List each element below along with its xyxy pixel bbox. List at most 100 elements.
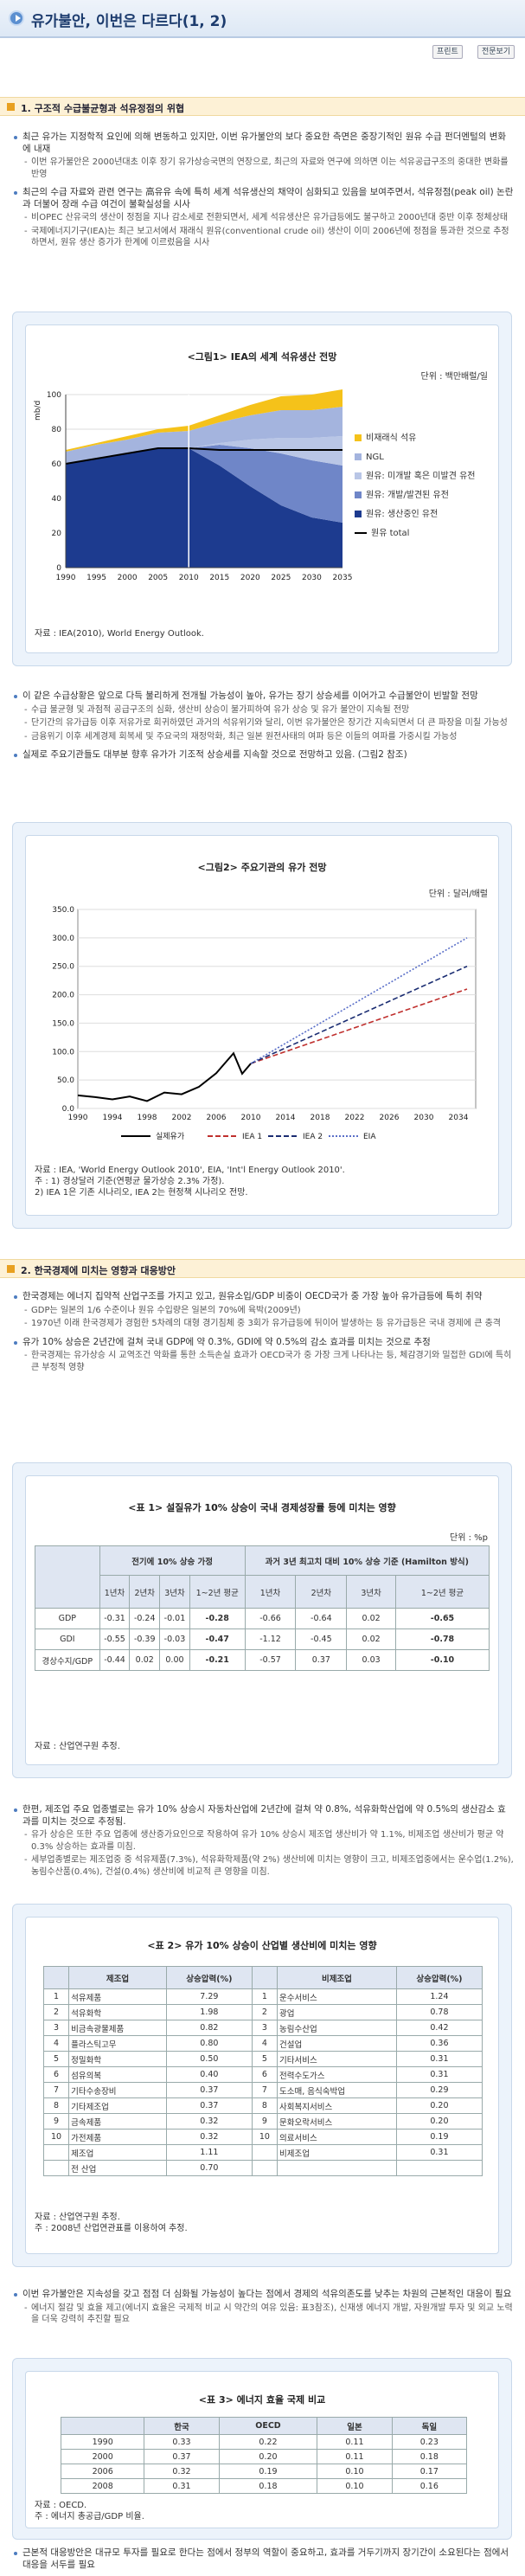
table-cell: -0.31 [99,1608,131,1629]
bullet-paragraph: 유가 10% 상승은 2년간에 걸쳐 국내 GDP에 약 0.3%, GDI에 … [12,1337,514,1349]
table-cell: -0.10 [394,1649,490,1671]
table-cell: 3 [42,2020,70,2036]
table-cell: -1.12 [244,1628,297,1650]
figure-note: 자료 : IEA, 'World Energy Outlook 2010', E… [35,1166,345,1175]
legend-item: 원유: 생산중인 유전 [355,505,493,524]
y-tick-label: 100 [47,391,61,400]
table-cell: -0.39 [129,1628,161,1650]
table-note: 주 : 2008년 산업연관표를 이용하여 추정. [35,2224,188,2233]
x-tick-label: 2025 [271,574,291,582]
section2-text: 한국경제는 에너지 집약적 산업구조를 가지고 있고, 원유소입/GDP 비중이… [12,1291,514,1375]
table-header-cell: 상승압력(%) [395,1966,483,1989]
section2-text-3: 이번 유가불안은 지속성을 갖고 점점 더 심화될 가능성이 높다는 점에서 경… [12,2289,514,2328]
x-tick-label: 1998 [138,1114,157,1122]
figure2-chart: 0.0 50.0 100.0 150.0 200.0 250.0 300.0 350.0 199… [52,906,477,1141]
y-tick-label: 60 [52,460,62,469]
table-cell: 0.11 [317,2449,393,2464]
table-cell: 2 [251,2004,279,2020]
table-cell: 0.40 [165,2066,253,2083]
table1-box: <표 1> 설질유가 10% 상승이 국내 경제성장률 등에 미치는 영향 단위… [12,1462,512,1778]
table-header-cell: 한국 [144,2417,220,2435]
y-tick-label: 50.0 [57,1076,74,1085]
figure1-title: <그림1> IEA의 세계 석유생산 전망 [187,351,337,363]
table-cell: 1.11 [165,2144,253,2161]
figure-note: 주 : 1) 경상달러 기준(연평균 물가상승 2.3% 가정). [35,1177,225,1186]
sub-paragraph: 비OPEC 산유국의 생산이 정점을 지나 감소세로 전환되면서, 세계 석유생… [12,212,514,224]
sub-paragraph: 국제에너지기구(IEA)는 최근 보고서에서 재래식 원유(convention… [12,226,514,249]
table-cell: 2008 [60,2478,145,2494]
x-tick-label: 2010 [179,574,199,582]
x-tick-label: 2014 [276,1114,296,1122]
table-cell: 0.16 [391,2478,468,2494]
legend-swatch [355,472,362,479]
bullet-paragraph: 최근 유가는 지정학적 요인에 의해 변동하고 있지만, 이번 유가불안의 보다… [12,132,514,155]
figure2-title: <그림2> 주요기관의 유가 전망 [197,862,327,873]
legend-item: NGL [355,448,493,467]
legend-label: 비재래식 석유 [366,434,417,443]
table-cell: 전력수도가스 [277,2066,397,2083]
legend-label: 원유: 생산중인 유전 [366,510,439,519]
table-cell: 8 [251,2097,279,2114]
y-tick-label: 200.0 [52,992,74,1000]
bullet-paragraph: 근본적 대응방안은 대규모 투자를 필요로 한다는 점에서 정부의 역할이 중요… [12,2547,514,2571]
table-row: 경상수지/GDP -0.44 0.02 0.00 -0.21 -0.57 0.37 0.03-… [35,1649,490,1671]
section-title: 2. 한국경제에 미치는 영향과 대응방안 [21,1265,176,1276]
table-cell: 0.80 [165,2035,253,2052]
x-tick-label: 1990 [68,1114,88,1122]
table-cell: 1.24 [395,1988,483,2005]
row-label: GDI [35,1628,100,1650]
table-cell: -0.65 [394,1608,490,1629]
full-view-button[interactable]: 전문보기 [477,45,515,59]
bullet-paragraph: 이번 유가불안은 지속성을 갖고 점점 더 심화될 가능성이 높다는 점에서 경… [12,2289,514,2301]
table-cell: 2 [42,2004,70,2020]
y-tick-label: 40 [52,495,62,504]
legend-label: 실제유가 [156,1132,184,1141]
legend-item: 원유: 미개발 혹은 미발견 유전 [355,467,493,486]
legend-label: 원유: 개발/발견된 유전 [366,491,449,500]
table-cell: 건설업 [277,2035,397,2052]
bullet-paragraph: 한편, 제조업 주요 업종별로는 유가 10% 상승시 자동차산업에 2년간에 … [12,1804,514,1828]
table-cell [395,2160,483,2176]
table-row: GDI -0.55 -0.39 -0.03 -0.47 -1.12 -0.45 0.02 -0.… [35,1628,490,1650]
table-cell: 기타제조업 [68,2097,167,2114]
table-cell: -0.28 [189,1608,246,1629]
table-cell: 4 [251,2035,279,2052]
line-series-3 [250,965,468,1064]
sub-paragraph: 금융위기 이후 세계경제 회복세 및 주요국의 재정악화, 최근 일본 원전사태… [12,731,514,743]
table-cell: 기타서비스 [277,2051,397,2067]
bullet-paragraph: 이 같은 수급상황은 앞으로 다득 불리하게 전개될 가능성이 높아, 유가는 … [12,691,514,703]
table-cell: -0.57 [244,1649,297,1671]
legend-label: EIA [363,1133,376,1141]
x-tick-label: 2020 [240,574,260,582]
table-cell: 0.10 [317,2464,393,2479]
table-cell [277,2160,397,2176]
line-series-total [65,447,343,465]
legend-swatch [355,532,367,534]
table1-unit: 단위 : %p [450,1533,488,1543]
line-series-2 [250,988,468,1064]
table-cell: 비제조업 [277,2144,397,2161]
table-cell: 석유제품 [68,1988,167,2005]
table-cell: 문화오락서비스 [277,2113,397,2130]
play-icon [9,10,24,26]
figure2-unit: 단위 : 달러/배럴 [428,890,488,899]
table-cell: 0.78 [395,2004,483,2020]
table-subheader-cell: 1년차 [244,1575,297,1609]
table-cell: -0.45 [295,1628,348,1650]
sub-paragraph: 세부업종별로는 제조업중 중 석유제품(7.3%), 석유화학제품(약 2%) … [12,1854,514,1878]
table-cell: 0.36 [395,2035,483,2052]
y-tick-label: 0 [56,564,61,573]
table-cell: 광업 [277,2004,397,2020]
y-tick-label: 300.0 [52,935,74,943]
table-cell: 기타수송장비 [68,2082,167,2098]
table1-panel: <표 1> 설질유가 10% 상승이 국내 경제성장률 등에 미치는 영향 단위… [25,1475,499,1765]
table-cell: -0.64 [295,1608,348,1629]
table-row: 제조업 1.11 비제조업 0.31 [42,2144,483,2161]
figure1-unit: 단위 : 백만배럴/일 [420,372,489,382]
x-tick-label: 2022 [345,1114,365,1122]
title-bar: 유가불안, 이번은 다르다(1, 2) [0,0,525,38]
print-button[interactable]: 프린트 [432,45,463,59]
table-cell: 제조업 [68,2144,167,2161]
table-header-cell [42,1966,70,1989]
table-header-cell: 일본 [317,2417,393,2435]
